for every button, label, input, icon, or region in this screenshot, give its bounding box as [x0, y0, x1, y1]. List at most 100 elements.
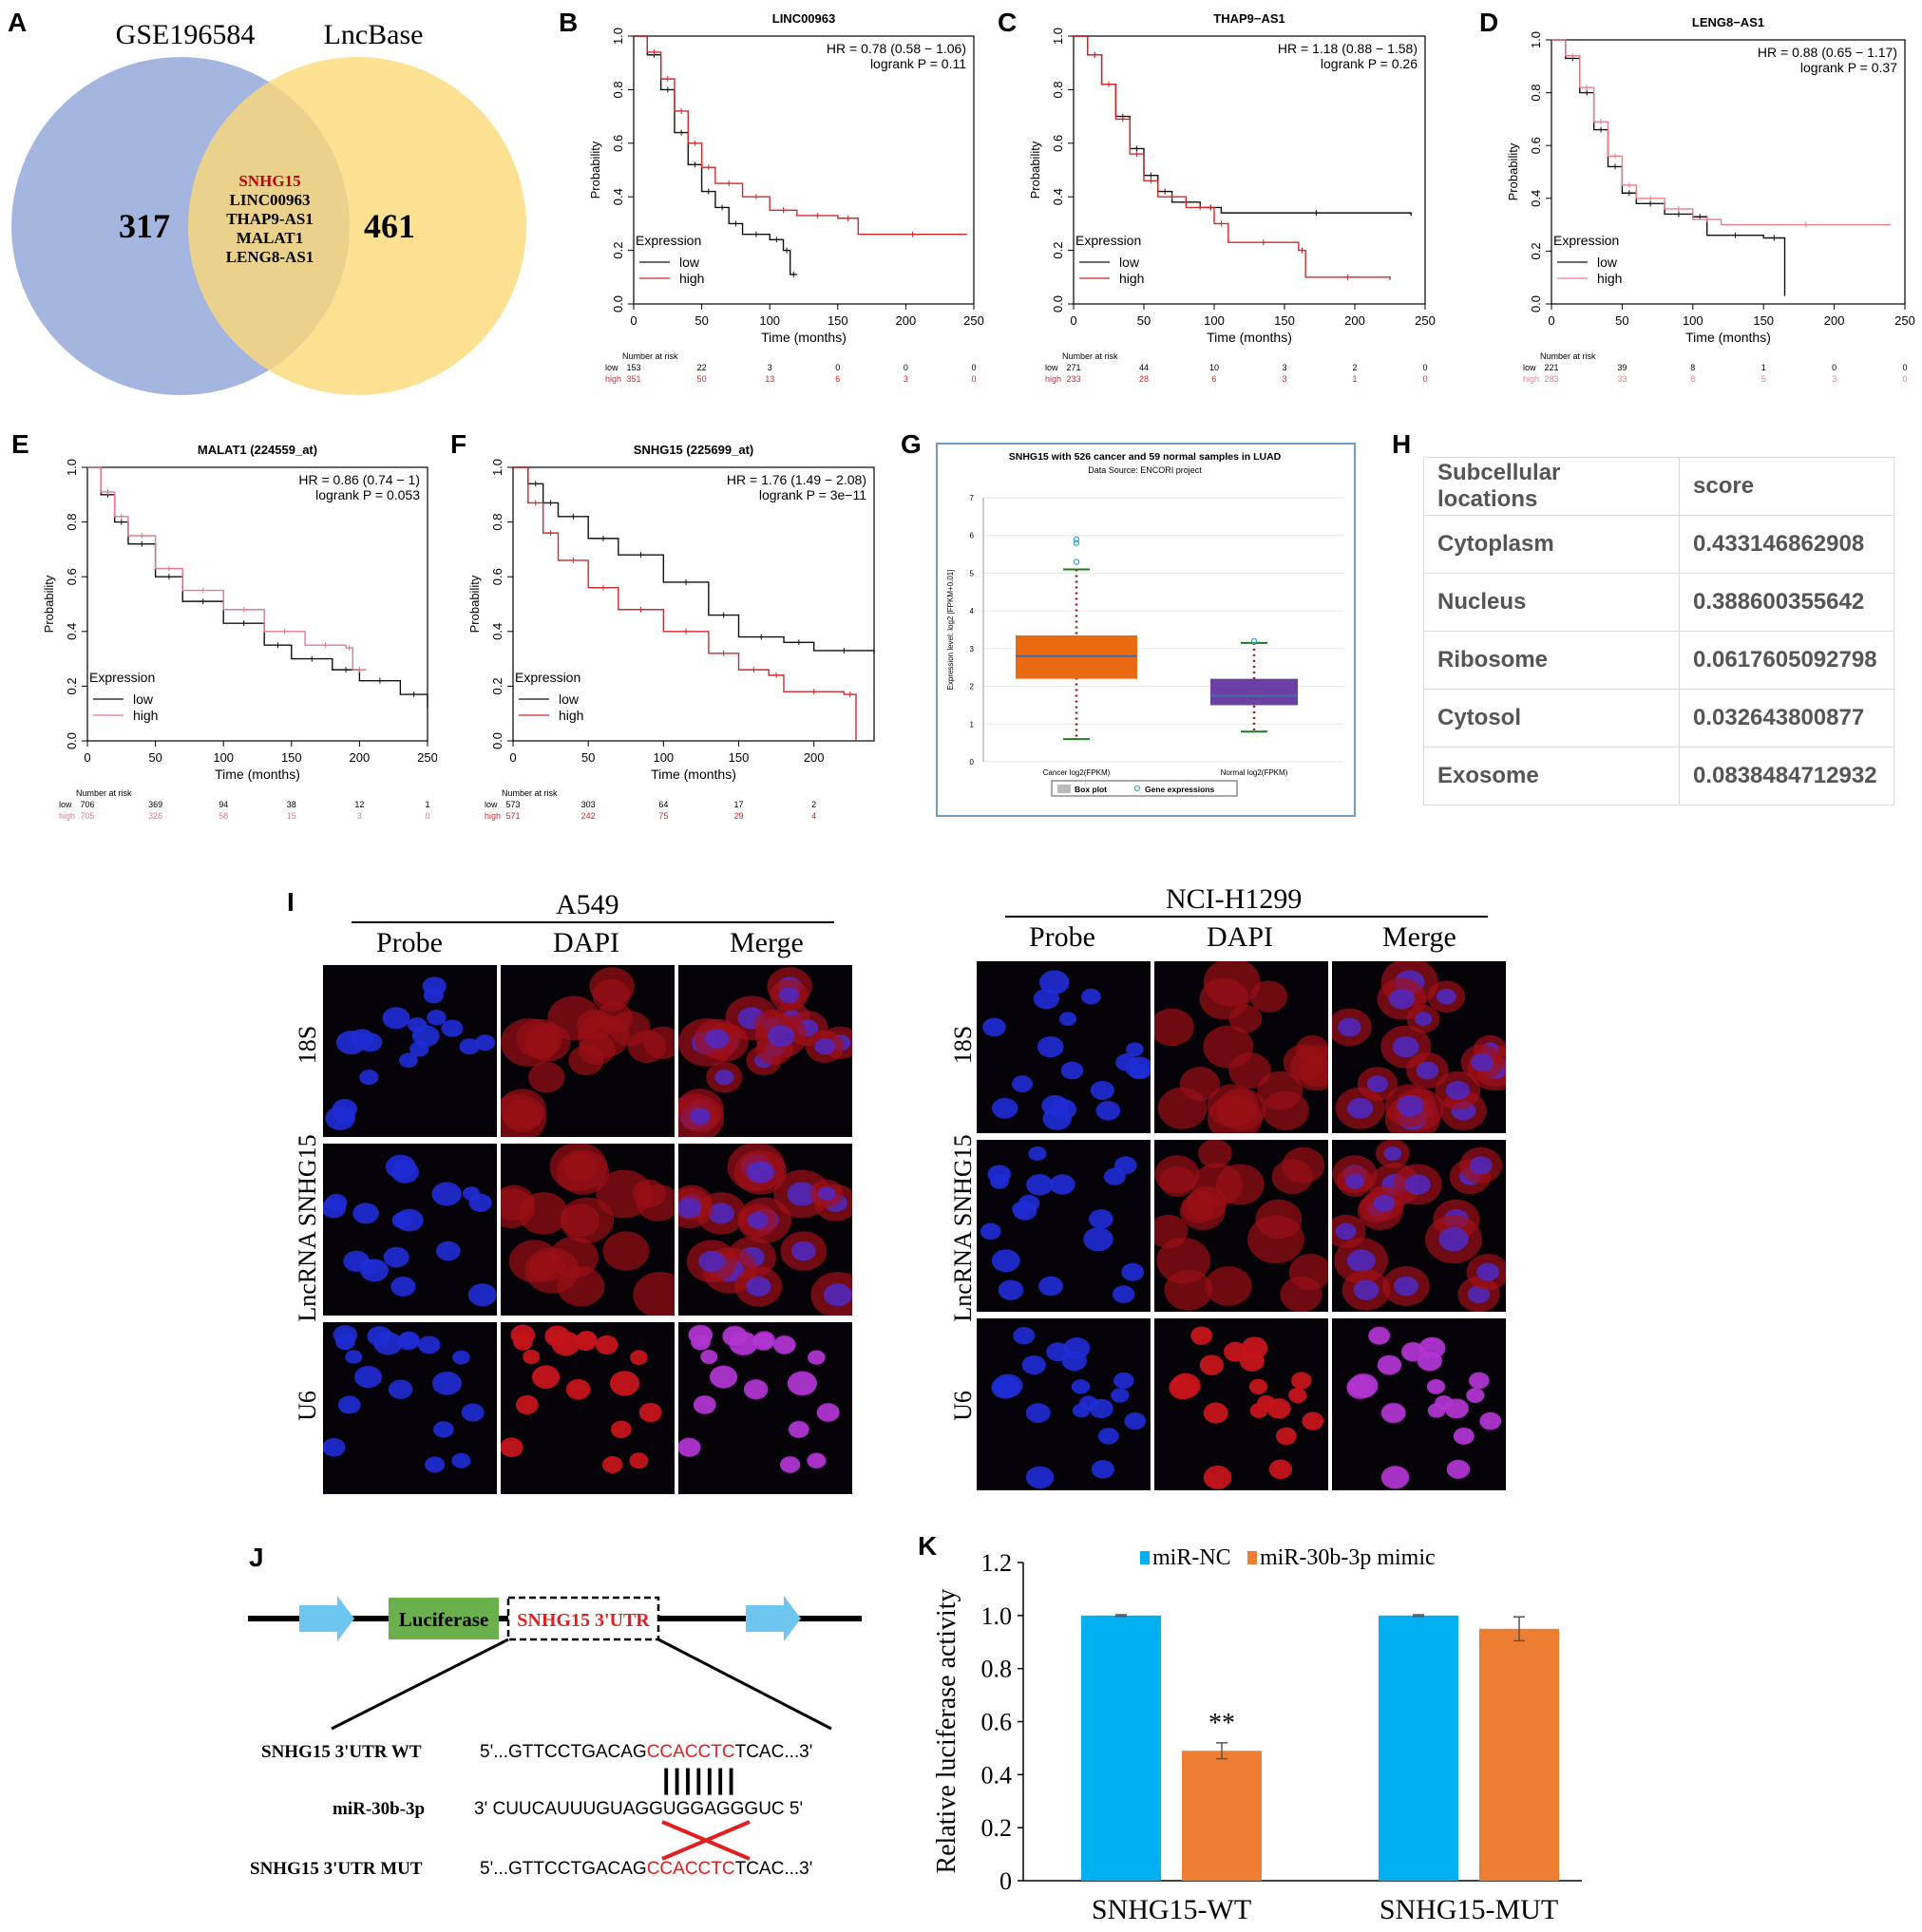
legend-marker — [1133, 785, 1141, 792]
merged-nucleus — [807, 1452, 827, 1468]
y-tick-label: 0.8 — [65, 514, 79, 531]
probe-micrograph — [977, 1140, 1151, 1312]
fluorescent-signal — [1215, 1164, 1265, 1205]
km-plot-malat1: MALAT1 (224559_at) 0.0 0.2 0.4 0.6 0.8 1.0 Prob… — [42, 443, 437, 821]
nucleus — [1061, 1351, 1087, 1372]
merged-nucleus — [700, 1350, 718, 1364]
risk-value-high: 8 — [1690, 374, 1695, 384]
legend-swatch — [1140, 1551, 1150, 1564]
y-tick-label: 0.0 — [65, 732, 79, 749]
hazard-ratio: HR = 0.86 (0.74 − 1) — [298, 472, 420, 487]
merged-nucleus — [772, 1335, 796, 1354]
risk-value-low: 44 — [1139, 363, 1149, 372]
nucleus — [431, 1182, 462, 1206]
x-tick-label: 150 — [828, 313, 848, 328]
arrow-icon — [299, 1596, 354, 1641]
nucleus — [1089, 1209, 1113, 1229]
y-tick-label: 1.2 — [981, 1549, 1013, 1577]
y-tick-label: 1.0 — [65, 459, 79, 476]
fluorescent-signal — [1154, 1008, 1194, 1047]
legend-label-low: low — [1597, 255, 1618, 270]
probe-micrograph — [977, 961, 1151, 1133]
venn-right-count: 461 — [364, 207, 415, 245]
plot-title: SNHG15 (225699_at) — [634, 443, 753, 457]
legend-label: Box plot — [1075, 785, 1107, 794]
merged-nucleus — [714, 1070, 734, 1086]
fluorescent-signal — [630, 1350, 648, 1366]
x-tick-label: 0 — [1548, 313, 1554, 328]
table-cell: Exosome — [1423, 747, 1680, 805]
y-tick-label: 0.0 — [490, 732, 504, 749]
fluorescent-signal — [1291, 1372, 1312, 1390]
table-cell: Nucleus — [1423, 573, 1680, 632]
nucleus — [993, 1373, 1023, 1398]
merged-nucleus — [1445, 1080, 1470, 1100]
merge-micrograph — [678, 1144, 852, 1316]
fluorescent-signal — [1164, 1269, 1213, 1311]
panel-label-b: B — [559, 8, 579, 37]
y-tick-label: 0.6 — [611, 135, 625, 152]
survival-curve-high — [1074, 35, 1391, 280]
legend-box — [1051, 780, 1238, 797]
risk-value-high: 1 — [1352, 374, 1357, 384]
table-cell: Cytosol — [1423, 689, 1680, 748]
merged-nucleus — [1404, 1174, 1431, 1195]
merged-nucleus — [710, 1366, 738, 1389]
column-label-merge: Merge — [1382, 921, 1456, 953]
row-label-u6: U6 — [294, 1391, 321, 1421]
nucleus — [990, 1173, 1009, 1189]
legend-title: Expression — [636, 233, 701, 248]
merged-nucleus — [1380, 1403, 1406, 1423]
risk-row-label: high — [605, 374, 621, 384]
risk-value-high: 3 — [1282, 374, 1286, 384]
table-cell: Ribosome — [1423, 631, 1680, 690]
merged-nucleus — [1366, 1075, 1389, 1093]
nucleus — [998, 1279, 1024, 1300]
fluorescent-signal — [1257, 1070, 1304, 1110]
fluorescent-signal — [609, 1371, 639, 1396]
chart-subtitle: Data Source: ENCORI project — [1088, 465, 1202, 475]
panel-label-f: F — [450, 429, 467, 459]
survival-curve-high — [513, 466, 857, 741]
table-row: Nucleus 0.388600355642 — [1423, 573, 1894, 632]
nucleus — [1097, 1428, 1119, 1445]
venn-right-title: LncBase — [324, 19, 424, 50]
merged-nucleus — [752, 1333, 775, 1351]
nucleus — [1038, 1276, 1063, 1297]
merged-nucleus — [1476, 1262, 1500, 1281]
risk-value-high: 6 — [835, 374, 840, 384]
table-cell: 0.433146862908 — [1679, 515, 1894, 574]
x-tick-label: Normal log2(FPKM) — [1221, 768, 1288, 777]
nucleus — [388, 1379, 413, 1399]
risk-value-high: 233 — [1066, 374, 1080, 384]
merged-nucleus — [1438, 1227, 1469, 1252]
y-tick-label: 0.6 — [65, 568, 79, 585]
y-axis-label: Probability — [1506, 142, 1520, 200]
y-tick-label: 0.2 — [1051, 242, 1065, 259]
fluorescent-signal — [1190, 1326, 1213, 1345]
merged-nucleus — [1383, 1146, 1402, 1161]
risk-value-low: 3 — [1282, 363, 1286, 372]
fluorescent-signal — [1205, 1265, 1252, 1306]
cell-line-title-a549: A549 — [556, 889, 619, 920]
table-cell: 0.032643800877 — [1679, 689, 1894, 748]
x-tick-label: 200 — [896, 313, 917, 328]
table-row: Ribosome 0.0617605092798 — [1423, 631, 1894, 690]
plot-frame — [633, 35, 975, 305]
merged-nucleus — [1394, 1276, 1418, 1297]
y-tick-label: 0.6 — [981, 1709, 1013, 1736]
probe-micrograph — [323, 965, 497, 1137]
nucleus — [1018, 1194, 1040, 1212]
merged-nucleus — [1346, 1097, 1374, 1119]
table-row: Cytoplasm 0.433146862908 — [1423, 515, 1894, 574]
nucleus — [390, 1276, 416, 1297]
survival-curve-low — [87, 466, 428, 709]
merged-nucleus — [1469, 1156, 1493, 1175]
venn-left-title: GSE196584 — [116, 19, 256, 50]
merged-nucleus — [823, 1283, 852, 1307]
risk-value-low: 64 — [658, 800, 668, 809]
bar — [1182, 1751, 1262, 1881]
arrow-icon — [746, 1596, 801, 1641]
nucleus — [461, 1403, 485, 1422]
fluorescent-signal — [557, 1266, 605, 1307]
